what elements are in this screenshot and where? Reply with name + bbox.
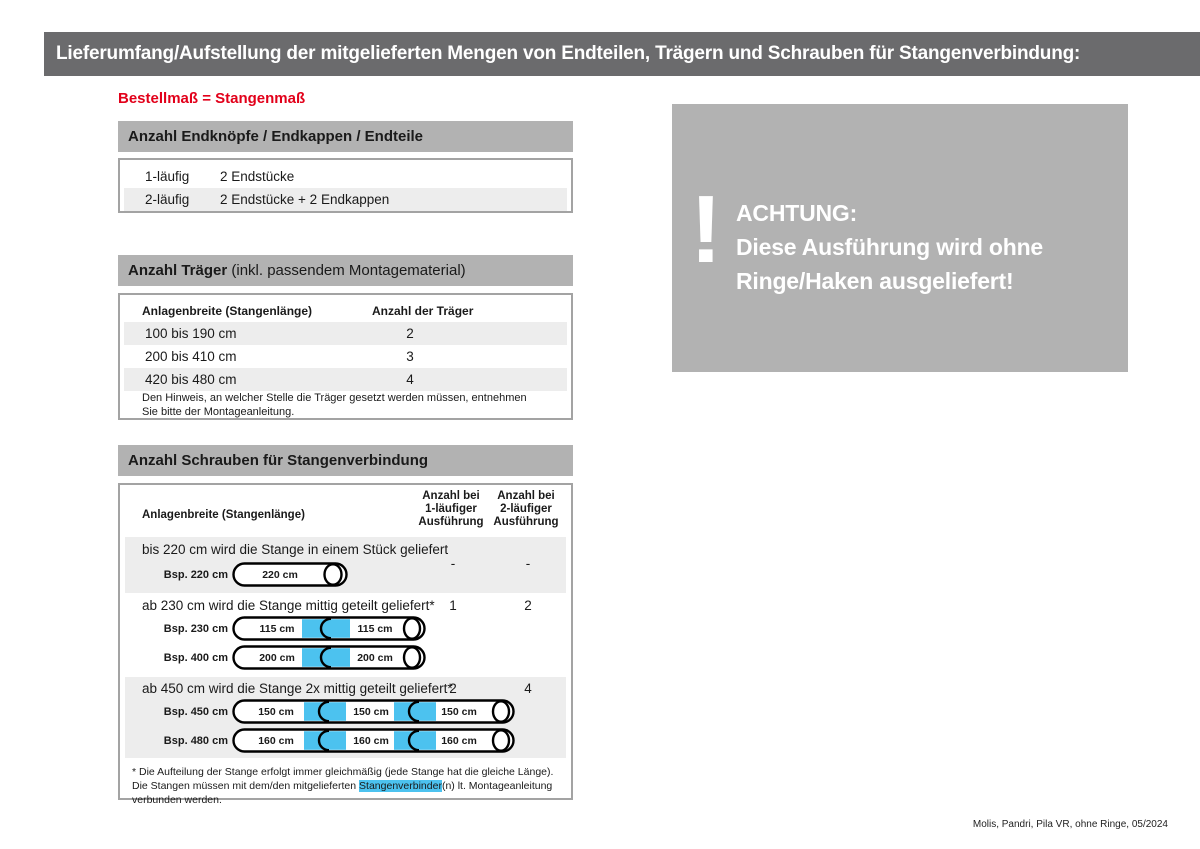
example-row: Bsp. 400 cm 200 cm 200 cm: [125, 645, 566, 671]
traeger-note: Den Hinweis, an welcher Stelle die Träge…: [142, 392, 527, 418]
group-bis-220: bis 220 cm wird die Stange in einem Stüc…: [125, 537, 566, 593]
rod-graphic: [232, 728, 515, 753]
row-label: 2-läufig: [145, 192, 190, 207]
segment-length: 200 cm: [357, 651, 393, 664]
column-header-anzahl-traeger: Anzahl der Träger: [372, 304, 474, 318]
rod-diagram-400: 200 cm 200 cm: [232, 645, 426, 670]
section-schrauben-header: Anzahl Schrauben für Stangenverbindung: [118, 445, 573, 476]
example-label: Bsp. 230 cm: [163, 623, 228, 635]
group-title: bis 220 cm wird die Stange in einem Stüc…: [142, 542, 449, 557]
table-row: 2-läufig 2 Endstücke + 2 Endkappen: [124, 188, 567, 211]
section-schrauben-title: Anzahl Schrauben für Stangenverbindung: [128, 452, 429, 469]
example-row: Bsp. 450 cm 150 cm 150 cm 150 cm: [125, 699, 566, 725]
exclamation-icon: !: [690, 176, 722, 283]
row-label: 1-läufig: [145, 169, 190, 184]
rod-graphic: [232, 562, 348, 587]
example-label: Bsp. 400 cm: [163, 652, 228, 664]
connector-blue: [394, 731, 436, 750]
row-count: 2: [406, 326, 414, 341]
segment-length: 115 cm: [357, 622, 393, 635]
subtitle-red: Bestellmaß = Stangenmaß: [118, 90, 306, 107]
section-endteile-header: Anzahl Endknöpfe / Endkappen / Endteile: [118, 121, 573, 152]
segment-length: 200 cm: [259, 651, 295, 664]
section-traeger-title-rest: (inkl. passendem Montagematerial): [227, 262, 466, 279]
segment-length: 150 cm: [441, 705, 477, 718]
footnote-text: * Die Aufteilung der Stange erfolgt imme…: [132, 766, 554, 792]
column-header-1-laeufig: Anzahl bei 1-läufiger Ausführung: [418, 490, 484, 528]
row-range: 100 bis 190 cm: [145, 326, 237, 341]
example-row: Bsp. 230 cm 115 cm 115 cm: [125, 616, 566, 642]
rod-graphic: [232, 699, 515, 724]
row-value: 2 Endstücke + 2 Endkappen: [220, 192, 390, 207]
section-traeger-header: Anzahl Träger (inkl. passendem Montagema…: [118, 255, 573, 286]
connector-blue: [304, 731, 346, 750]
table-endteile: 1-läufig 2 Endstücke 2-läufig 2 Endstück…: [118, 158, 573, 213]
example-label: Bsp. 480 cm: [163, 735, 228, 747]
row-count: 4: [406, 372, 414, 387]
row-range: 200 bis 410 cm: [145, 349, 237, 364]
warning-box: ! ACHTUNG: Diese Ausführung wird ohne Ri…: [672, 104, 1128, 372]
table-row: 1-läufig 2 Endstücke: [124, 165, 567, 188]
row-value: 2 Endstücke: [220, 169, 295, 184]
section-endteile-title: Anzahl Endknöpfe / Endkappen / Endteile: [128, 128, 424, 145]
rod-diagram-480: 160 cm 160 cm 160 cm: [232, 728, 515, 753]
value-2-laeufig: 4: [524, 681, 532, 696]
table-row: 200 bis 410 cm 3: [124, 345, 567, 368]
column-header-anlagenbreite: Anlagenbreite (Stangenlänge): [142, 509, 305, 521]
rod-diagram-230: 115 cm 115 cm: [232, 616, 426, 641]
connector-blue: [302, 648, 350, 667]
segment-length: 150 cm: [258, 705, 294, 718]
row-count: 3: [406, 349, 414, 364]
document-footer: Molis, Pandri, Pila VR, ohne Ringe, 05/2…: [972, 819, 1168, 830]
section-traeger-title-bold: Anzahl Träger: [128, 262, 228, 279]
warning-text: ACHTUNG: Diese Ausführung wird ohne Ring…: [736, 200, 1044, 294]
table-schrauben: Anlagenbreite (Stangenlänge) Anzahl bei …: [118, 483, 573, 806]
rod-diagram-220: 220 cm: [232, 562, 348, 587]
rod-graphic: [232, 616, 426, 641]
value-1-laeufig: 2: [449, 681, 457, 696]
value-1-laeufig: -: [450, 556, 456, 571]
table-traeger: Anlagenbreite (Stangenlänge) Anzahl der …: [118, 293, 573, 420]
group-title: ab 450 cm wird die Stange 2x mittig gete…: [142, 681, 453, 696]
segment-length: 160 cm: [441, 734, 477, 747]
footnote-text: (n) lt. Montageanleitung verbunden werde…: [132, 780, 553, 806]
group-ab-450: ab 450 cm wird die Stange 2x mittig gete…: [125, 677, 566, 758]
segment-length: 220 cm: [262, 568, 298, 581]
connector-blue: [304, 702, 346, 721]
segment-length: 115 cm: [259, 622, 295, 635]
footnote: * Die Aufteilung der Stange erfolgt imme…: [132, 765, 567, 807]
footnote-highlight: Stangenverbinder: [359, 780, 442, 792]
group-title: ab 230 cm wird die Stange mittig geteilt…: [142, 598, 435, 613]
segment-length: 150 cm: [353, 705, 389, 718]
page-title: Lieferumfang/Aufstellung der mitgeliefer…: [56, 43, 1081, 64]
example-row: Bsp. 220 cm 220 cm: [125, 562, 566, 588]
example-label: Bsp. 220 cm: [163, 569, 228, 581]
connector-blue: [302, 619, 350, 638]
rod-graphic: [232, 645, 426, 670]
column-header-anlagenbreite: Anlagenbreite (Stangenlänge): [142, 304, 313, 318]
group-ab-230: ab 230 cm wird die Stange mittig geteilt…: [125, 596, 566, 675]
value-2-laeufig: -: [525, 556, 531, 571]
rod-diagram-450: 150 cm 150 cm 150 cm: [232, 699, 515, 724]
column-header-2-laeufig: Anzahl bei 2-läufiger Ausführung: [493, 490, 559, 528]
row-range: 420 bis 480 cm: [145, 372, 237, 387]
table-row: 100 bis 190 cm 2: [124, 322, 567, 345]
example-label: Bsp. 450 cm: [163, 706, 228, 718]
example-row: Bsp. 480 cm 160 cm 160 cm 160 cm: [125, 728, 566, 754]
table-row: 420 bis 480 cm 4: [124, 368, 567, 391]
segment-length: 160 cm: [353, 734, 389, 747]
connector-blue: [394, 702, 436, 721]
segment-length: 160 cm: [258, 734, 294, 747]
title-bar: Lieferumfang/Aufstellung der mitgeliefer…: [44, 32, 1200, 76]
value-2-laeufig: 2: [524, 598, 532, 613]
value-1-laeufig: 1: [449, 598, 457, 613]
